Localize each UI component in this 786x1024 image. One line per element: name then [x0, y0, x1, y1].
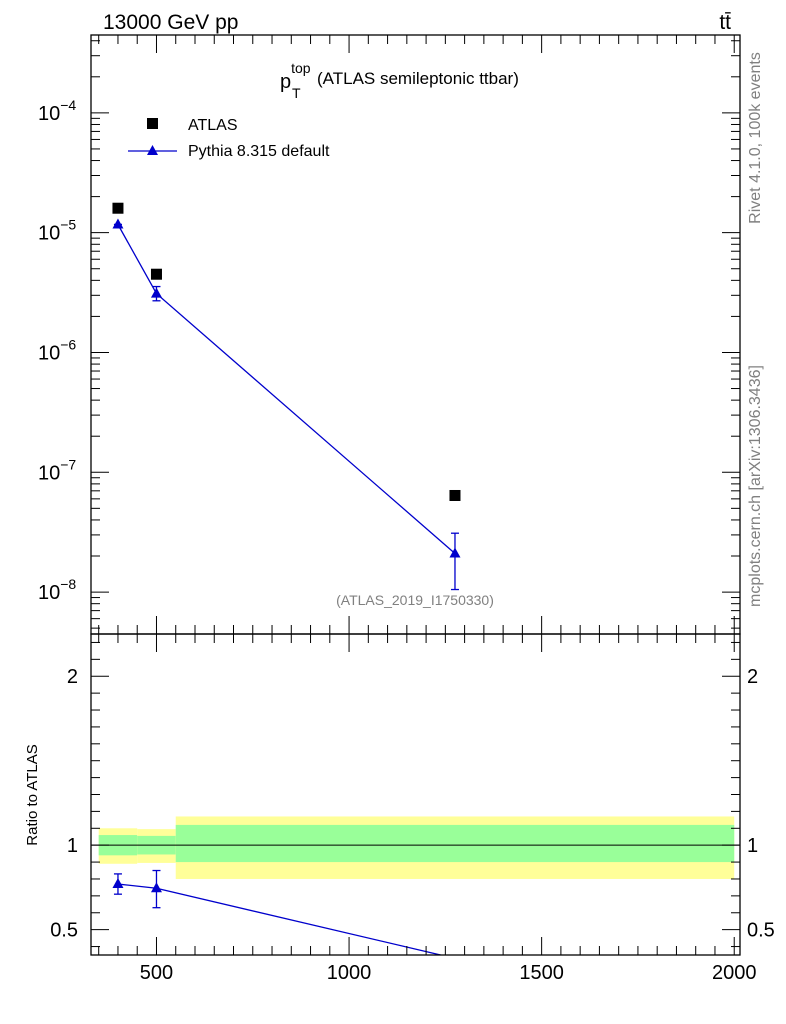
atlas-point: [449, 489, 461, 501]
tick-exponent: −7: [60, 456, 76, 472]
legend-atlas-label: ATLAS: [188, 117, 238, 134]
analysis-watermark: (ATLAS_2019_I1750330): [336, 592, 494, 608]
mcplots-source-label: mcplots.cern.ch [arXiv:1306.3436]: [747, 365, 764, 607]
legend-atlas-marker: [147, 118, 158, 129]
title-superscript: top: [291, 60, 311, 76]
pythia-line: [117, 224, 456, 554]
tick-exponent: −6: [60, 336, 76, 352]
main-y-tick-labels: 10−810−710−610−510−4: [38, 97, 76, 604]
ratio-y-tick-label-right: 2: [747, 666, 758, 688]
tick-base: 10: [38, 223, 60, 245]
pythia-point: [112, 218, 124, 229]
x-tick-label: 2000: [712, 962, 757, 984]
atlas-point: [150, 268, 162, 280]
main-series: [112, 202, 461, 591]
title-base: p: [280, 71, 291, 93]
main-y-tick-label: 10−4: [38, 97, 76, 125]
main-y-tick-label: 10−7: [38, 456, 76, 484]
x-tick-label: 1000: [327, 962, 372, 984]
rivet-version-label: Rivet 4.1.0, 100k events: [747, 52, 764, 224]
tick-exponent: −4: [60, 97, 76, 113]
tick-exponent: −5: [60, 217, 76, 233]
pythia-point: [449, 547, 461, 558]
tick-base: 10: [38, 342, 60, 364]
main-y-tick-label: 10−8: [38, 576, 76, 604]
plot-title: ptop: [280, 60, 311, 93]
tick-base: 10: [38, 582, 60, 604]
main-y-tick-label: 10−5: [38, 217, 76, 245]
ratio-y-tick-label-right: 1: [747, 835, 758, 857]
legend-pythia-marker: [147, 145, 158, 155]
legend-pythia-label: Pythia 8.315 default: [188, 143, 330, 160]
title-description: (ATLAS semileptonic ttbar): [317, 69, 519, 88]
ratio-y-axis-label: Ratio to ATLAS: [24, 744, 41, 845]
ratio-y-tick-label-left: 2: [67, 666, 78, 688]
ratio-y-tick-label-left: 0.5: [50, 920, 78, 942]
main-y-tick-label: 10−6: [38, 336, 76, 364]
tick-base: 10: [38, 462, 60, 484]
atlas-point: [112, 202, 124, 214]
ratio-ticks: [91, 634, 740, 955]
tick-base: 10: [38, 103, 60, 125]
ratio-inner-band: [175, 824, 735, 863]
ratio-pythia-line: [117, 883, 444, 955]
ratio-panel: 0.5 0.5 1 1 2 2 500 1000 1500 2000 Ratio to ATLA…: [24, 633, 775, 984]
ratio-uncertainty-bands: [98, 816, 735, 879]
ratio-y-tick-label-left: 1: [67, 835, 78, 857]
ratio-y-tick-label-right: 0.5: [747, 920, 775, 942]
tick-exponent: −8: [60, 576, 76, 592]
ratio-frame: [90, 633, 741, 956]
title-subscript: T: [292, 85, 301, 101]
ratio-pythia-point: [150, 882, 162, 893]
x-tick-label: 1500: [519, 962, 564, 984]
x-tick-label: 500: [140, 962, 173, 984]
process-label: tt̄: [719, 11, 731, 34]
ratio-series: [112, 869, 444, 955]
ratio-y-tick-labels: 0.5 0.5 1 1 2 2: [50, 666, 775, 941]
energy-label: 13000 GeV pp: [103, 11, 238, 34]
main-ticks: [91, 35, 740, 634]
ratio-pythia-point: [112, 878, 124, 889]
legend: ATLAS Pythia 8.315 default: [128, 117, 330, 160]
main-panel: 10−810−710−610−510−4 ptop T (ATLAS semil…: [38, 34, 741, 635]
pythia-point: [150, 287, 162, 298]
x-tick-labels: 500 1000 1500 2000: [140, 962, 757, 984]
